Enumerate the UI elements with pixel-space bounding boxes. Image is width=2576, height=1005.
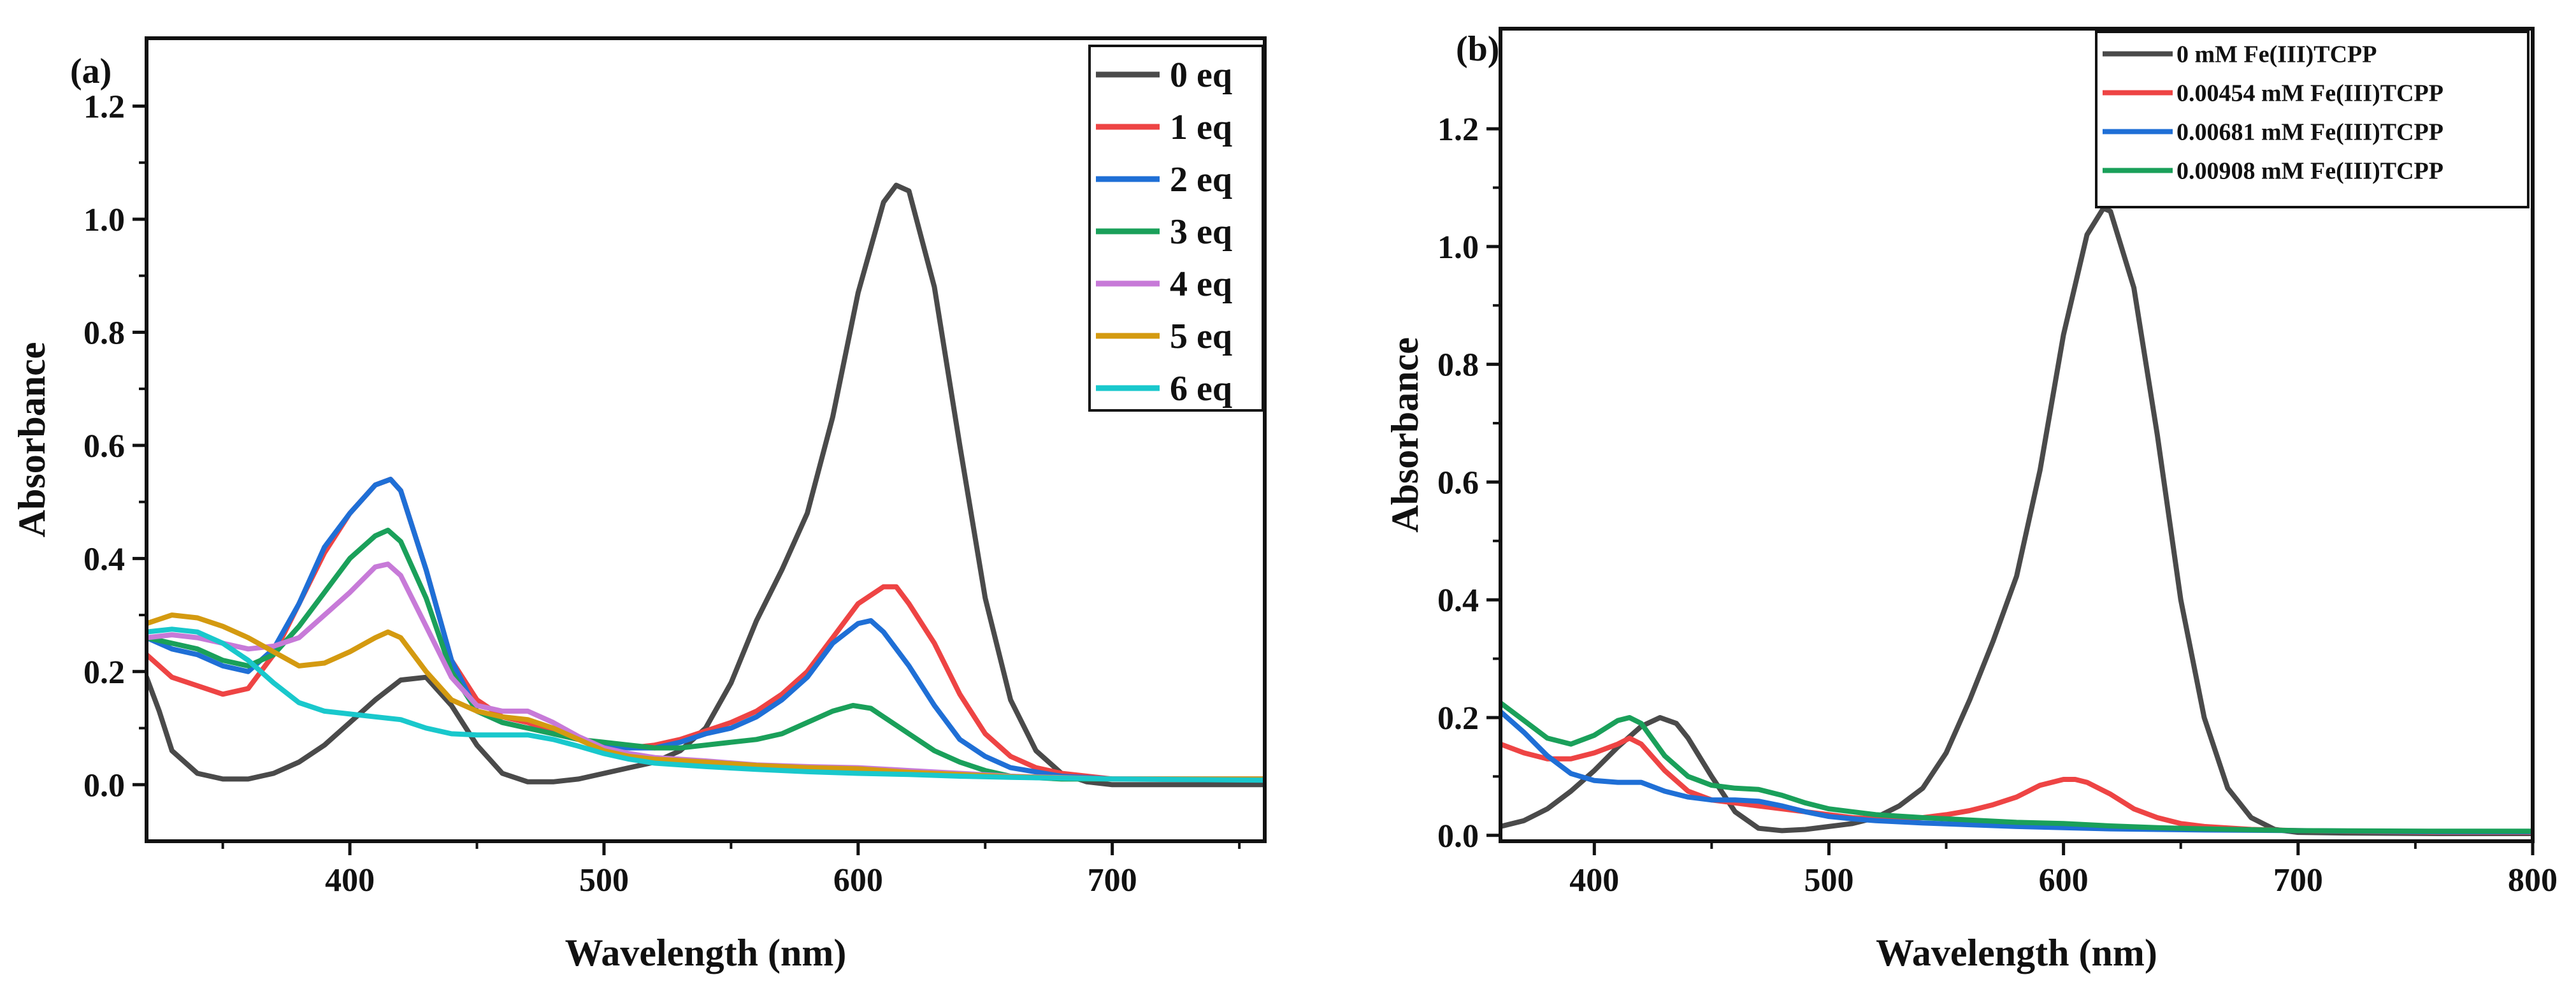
- legend: 0 mM Fe(III)TCPP 0.00454 mM Fe(III)TCPP 0.…: [2095, 31, 2529, 208]
- chart-panel-b: 400 500 600 700 800 0.0 0.2 0.4 0.6 0.8 1.0 1.2 Wave…: [1384, 27, 2558, 974]
- series-line-0: [1500, 205, 2533, 836]
- chart-panel-a: 400 500 600 700 0.0 0.2 0.4 0.6 0.8 1.0 1.2 Wavelen…: [11, 36, 1267, 974]
- x-tick-label: 700: [1088, 862, 1137, 899]
- y-axis-title: Absorbance: [11, 342, 53, 538]
- legend-label: 0 mM Fe(III)TCPP: [2177, 41, 2377, 68]
- y-tick-label: 0.6: [83, 428, 125, 465]
- x-tick-label: 500: [1804, 862, 1853, 899]
- y-tick-label: 0.4: [83, 541, 125, 577]
- x-tick-label: 700: [2273, 862, 2323, 899]
- series-line-5: [147, 612, 1265, 782]
- y-tick-label: 0.4: [1437, 582, 1479, 619]
- legend-box: [1088, 45, 1264, 412]
- legend-label: 0.00681 mM Fe(III)TCPP: [2177, 119, 2443, 146]
- legend-label: 0.00908 mM Fe(III)TCPP: [2177, 158, 2443, 185]
- x-tick-label: 400: [1569, 862, 1619, 899]
- legend-label: 1 eq: [1170, 108, 1232, 147]
- y-tick-label: 1.2: [83, 89, 125, 125]
- legend-label: 3 eq: [1170, 212, 1232, 252]
- y-tick-label: 1.2: [1437, 112, 1479, 148]
- y-tick-label: 0.8: [83, 315, 125, 351]
- series-line-2: [1500, 709, 2533, 835]
- series-group: [1500, 205, 2533, 836]
- legend-box: [2095, 31, 2529, 208]
- series-line-3: [1500, 700, 2533, 834]
- series-line-3: [147, 528, 1265, 782]
- y-tick-label: 1.0: [1437, 229, 1479, 266]
- y-tick-label: 0.0: [83, 767, 125, 804]
- series-line-6: [147, 626, 1265, 783]
- y-tick-label: 0.2: [1437, 700, 1479, 737]
- y-tick-label: 0.6: [1437, 465, 1479, 501]
- x-tick-label: 800: [2508, 862, 2558, 899]
- x-tick-label: 400: [325, 862, 375, 899]
- x-axis-title: Wavelength (nm): [565, 932, 847, 974]
- legend-label: 0 eq: [1170, 55, 1232, 95]
- y-tick-label: 1.0: [83, 202, 125, 238]
- legend: 0 eq 1 eq 2 eq 3 eq 4 eq 5 eq 6 eq: [1088, 45, 1264, 412]
- legend-label: 0.00454 mM Fe(III)TCPP: [2177, 80, 2443, 107]
- x-tick-label: 500: [579, 862, 629, 899]
- plot-frame: [145, 36, 1267, 843]
- panel-label: (a): [70, 52, 112, 91]
- plot-frame: [1499, 27, 2535, 843]
- legend-label: 2 eq: [1170, 160, 1232, 199]
- panel-label: (b): [1456, 29, 1499, 69]
- series-line-1: [1500, 735, 2533, 835]
- x-tick-label: 600: [833, 862, 883, 899]
- y-axis-title: Absorbance: [1384, 337, 1426, 533]
- y-tick-label: 0.0: [1437, 818, 1479, 855]
- series-group: [147, 182, 1265, 788]
- series-line-2: [147, 477, 1265, 782]
- x-axis-title: Wavelength (nm): [1876, 932, 2157, 974]
- x-tick-label: 600: [2039, 862, 2089, 899]
- legend-label: 4 eq: [1170, 264, 1232, 304]
- legend-label: 5 eq: [1170, 317, 1232, 356]
- legend-label: 6 eq: [1170, 369, 1232, 409]
- y-tick-label: 0.2: [83, 654, 125, 691]
- y-tick-label: 0.8: [1437, 347, 1479, 384]
